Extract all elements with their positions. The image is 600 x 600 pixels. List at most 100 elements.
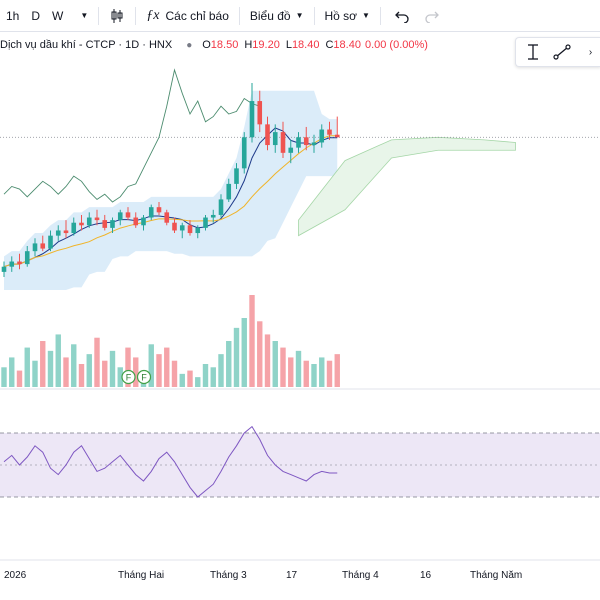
high-value: 19.20 (252, 39, 280, 51)
candle-body (241, 137, 247, 169)
chart-type-button[interactable]: Biểu đồ ▼ (244, 0, 310, 32)
volume-bar (264, 334, 271, 387)
volume-bar (86, 354, 92, 387)
interval-dropdown[interactable]: ▼ (69, 0, 94, 32)
close-value: 18.40 (333, 39, 361, 51)
volume-bar (295, 350, 302, 387)
chevron-down-icon: ▼ (295, 11, 304, 20)
candle-body (24, 251, 30, 265)
low-value: 18.40 (291, 39, 320, 51)
candle-body (303, 137, 309, 146)
candle-body (55, 230, 61, 236)
interval-d[interactable]: D (31, 8, 41, 23)
candle-body (63, 230, 69, 234)
candle-body (71, 222, 77, 234)
symbol-legend: Dịch vụ dầu khí - CTCP · 1D · HNX ● O 18.… (0, 36, 428, 54)
candle-body (79, 222, 84, 226)
time-axis-label: Tháng 3 (210, 570, 247, 581)
trend-line-tool[interactable] (551, 41, 572, 63)
candle-body (156, 207, 162, 213)
event-marker-label: F (141, 373, 147, 383)
volume-bar (117, 367, 123, 387)
visibility-toggle-icon[interactable]: ● (186, 39, 193, 51)
volume-bar (24, 347, 30, 387)
candle-body (288, 147, 294, 153)
volume-bar (272, 341, 278, 387)
time-axis: 2026 Tháng Hai Tháng 3 17 Tháng 4 16 Tháng Năm (0, 388, 600, 581)
candle-body (133, 217, 139, 226)
volume-bar (164, 347, 170, 387)
interval-w[interactable]: W (52, 8, 64, 23)
volume-bar (249, 295, 255, 387)
chevron-down-icon: ▼ (80, 11, 89, 20)
volume-bar (55, 334, 61, 387)
toolbar-divider (135, 6, 137, 25)
candle-body (280, 132, 286, 153)
interval-1h[interactable]: 1h (6, 8, 20, 23)
volume-bar (326, 360, 333, 387)
ma-line-long (3, 135, 338, 268)
profile-button[interactable]: Hồ sơ ▼ (319, 0, 376, 32)
redo-button[interactable] (419, 0, 445, 32)
volume-bar (303, 360, 309, 387)
more-tools[interactable]: › (580, 41, 600, 63)
candle-body (249, 101, 255, 138)
volume-bar (109, 350, 116, 387)
volume-bar (195, 377, 201, 387)
volume-bar (319, 357, 325, 387)
volume-bar (311, 364, 317, 387)
candle-body (210, 214, 216, 218)
undo-button[interactable] (385, 0, 419, 32)
volume-bar (288, 357, 294, 387)
time-axis-label: Tháng 4 (342, 570, 379, 581)
candle-body (272, 132, 278, 146)
volume-bar (241, 318, 247, 387)
volume-bar (148, 344, 154, 387)
cursor-tool[interactable] (522, 41, 543, 63)
volume-bar (334, 354, 340, 387)
candle-body (265, 124, 270, 146)
candle-body (327, 129, 332, 135)
candle-body (187, 225, 193, 234)
volume-bar (16, 370, 23, 387)
candle-body (102, 220, 108, 228)
volume-bar (257, 321, 263, 387)
volume-bar (40, 341, 46, 387)
symbol-title[interactable]: Dịch vụ dầu khí - CTCP · 1D · HNX (0, 39, 173, 51)
candle-body (9, 261, 15, 267)
event-marker (121, 369, 136, 385)
function-icon: ƒx (146, 7, 160, 23)
top-toolbar: 1h D W ▼ ƒx Các chỉ báo Biểu đồ ▼ Hồ sơ (0, 0, 600, 32)
volume-bar (47, 350, 54, 387)
candle-body (234, 168, 239, 184)
candle-style-button[interactable] (103, 0, 131, 32)
ichimoku-forward-cloud (298, 136, 516, 237)
toolbar-divider (313, 6, 315, 25)
event-marker (136, 369, 152, 385)
low-key: L (285, 39, 292, 51)
drawing-tools-panel: › (515, 37, 600, 67)
candle-body (94, 217, 100, 221)
candle-body (48, 235, 53, 249)
high-key: H (244, 39, 253, 51)
candles (1, 82, 340, 278)
indicators-button[interactable]: ƒx Các chỉ báo (140, 0, 235, 32)
candle-body (257, 101, 263, 125)
candle-body (17, 261, 22, 265)
candle-body (203, 217, 208, 228)
event-marker-label: F (126, 373, 132, 383)
chart-type-label: Biểu đồ (249, 8, 291, 23)
volume-bar (71, 344, 77, 387)
candle-body (164, 212, 170, 223)
volume-bar (32, 360, 38, 387)
volume-bar (171, 360, 178, 387)
toolbar-divider (98, 6, 100, 25)
time-axis-label: 2026 (4, 570, 27, 581)
candle-body (117, 212, 123, 221)
volume-bars (1, 295, 340, 387)
volume-bar (210, 367, 216, 387)
candle-body (125, 212, 131, 218)
undo-icon (395, 11, 409, 23)
rsi-line (3, 425, 338, 498)
